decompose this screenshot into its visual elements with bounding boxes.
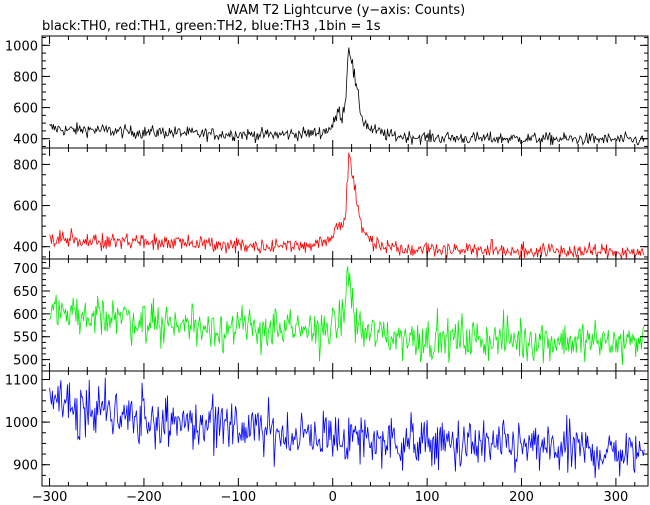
x-tick-label: 0 [329,490,337,505]
panel-th2: 500 550 600 650 700 [13,258,649,372]
lightcurve-trace-th0 [49,47,645,146]
panels: 400 600 800 1000 400 600 800 500 550 600 650 700 900… [5,35,649,487]
x-tick-label: 300 [603,490,628,505]
panel-th1: 400 600 800 [13,147,649,260]
y-tick-label: 550 [13,331,38,346]
y-tick-label: 400 [13,241,38,256]
x-tick-label: 200 [509,490,534,505]
y-tick-label: 650 [13,285,38,300]
lightcurve-trace-th3 [49,377,645,479]
x-tick-label: −200 [126,490,162,505]
y-tick-label: 600 [13,102,38,117]
y-tick-label: 400 [13,133,38,148]
y-tick-label: 900 [13,459,38,474]
panel-frame [41,370,649,487]
figure-subtitle: black:TH0, red:TH1, green:TH2, blue:TH3 … [42,19,381,34]
panel-frame [41,147,649,260]
x-axis: −300 −200 −100 0 100 200 300 [32,490,629,505]
y-tick-label: 1000 [5,416,38,431]
panel-th0: 400 600 800 1000 [5,35,649,149]
y-tick-label: 500 [13,354,38,369]
x-tick-label: 100 [415,490,440,505]
lightcurve-trace-th2 [49,266,645,365]
x-tick-label: −300 [32,490,68,505]
y-tick-label: 1000 [5,39,38,54]
y-tick-label: 1100 [5,374,38,389]
panel-th3: 900 1000 1100 [5,370,649,487]
figure-title: WAM T2 Lightcurve (y−axis: Counts) [227,3,465,18]
y-tick-label: 600 [13,200,38,215]
lightcurve-trace-th1 [49,152,645,260]
x-tick-label: −100 [220,490,256,505]
y-tick-label: 800 [13,158,38,173]
y-tick-label: 700 [13,262,38,277]
panel-frame [41,258,649,372]
y-tick-label: 800 [13,70,38,85]
y-tick-label: 600 [13,308,38,323]
